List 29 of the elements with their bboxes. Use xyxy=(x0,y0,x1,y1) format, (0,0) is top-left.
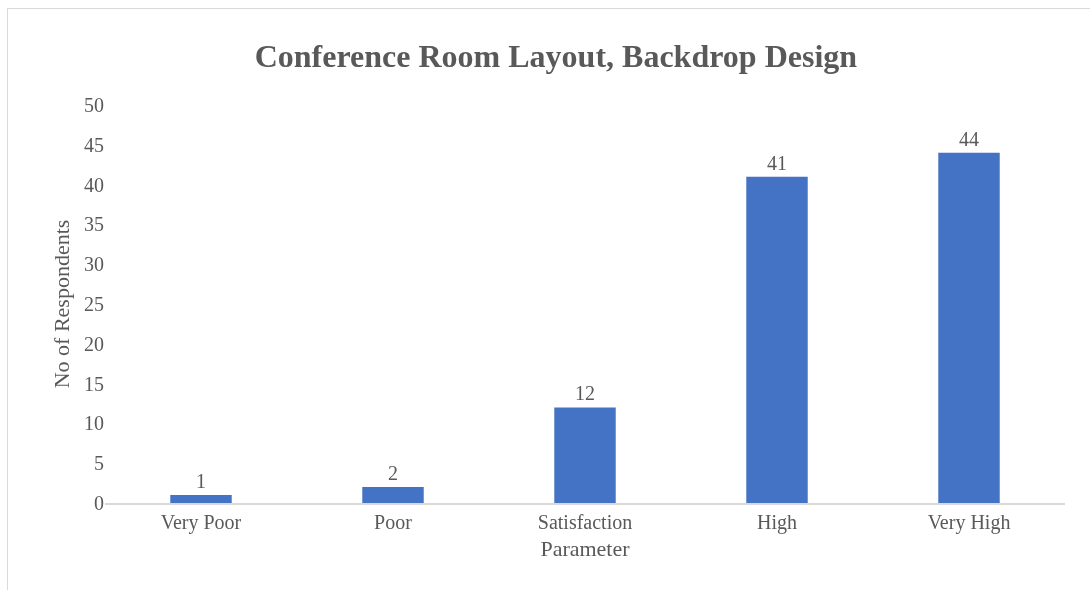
bar xyxy=(170,495,232,503)
x-tick-label: Satisfaction xyxy=(537,510,633,533)
bar xyxy=(554,407,616,503)
data-label: 1 xyxy=(196,470,206,493)
data-label: 44 xyxy=(959,127,979,150)
y-tick-label: 50 xyxy=(84,94,104,116)
x-tick-label: Very Poor xyxy=(160,510,242,534)
data-label: 41 xyxy=(767,151,787,174)
data-label: 12 xyxy=(575,382,595,405)
bar xyxy=(362,487,424,503)
y-axis-title: No of Respondents xyxy=(48,219,74,389)
y-tick-label: 30 xyxy=(84,253,104,276)
x-axis-title: Parameter xyxy=(540,536,631,562)
y-tick-label: 40 xyxy=(84,173,104,196)
chart-title: Conference Room Layout, Backdrop Design xyxy=(254,38,858,75)
bar xyxy=(746,176,808,503)
y-tick-label: 5 xyxy=(94,452,104,475)
y-tick-label: 10 xyxy=(84,412,104,435)
y-tick-label: 45 xyxy=(84,133,104,156)
x-tick-label: Very High xyxy=(927,510,1011,534)
y-tick-label: 25 xyxy=(84,293,104,315)
y-tick-label: 20 xyxy=(84,332,104,355)
x-tick-label: High xyxy=(757,510,797,534)
data-label: 2 xyxy=(388,462,398,485)
y-tick-label: 35 xyxy=(84,213,104,236)
bar xyxy=(938,152,1000,503)
y-tick-label: 0 xyxy=(94,492,104,514)
x-tick-label: Poor xyxy=(374,510,413,533)
y-tick-label: 15 xyxy=(84,372,104,395)
